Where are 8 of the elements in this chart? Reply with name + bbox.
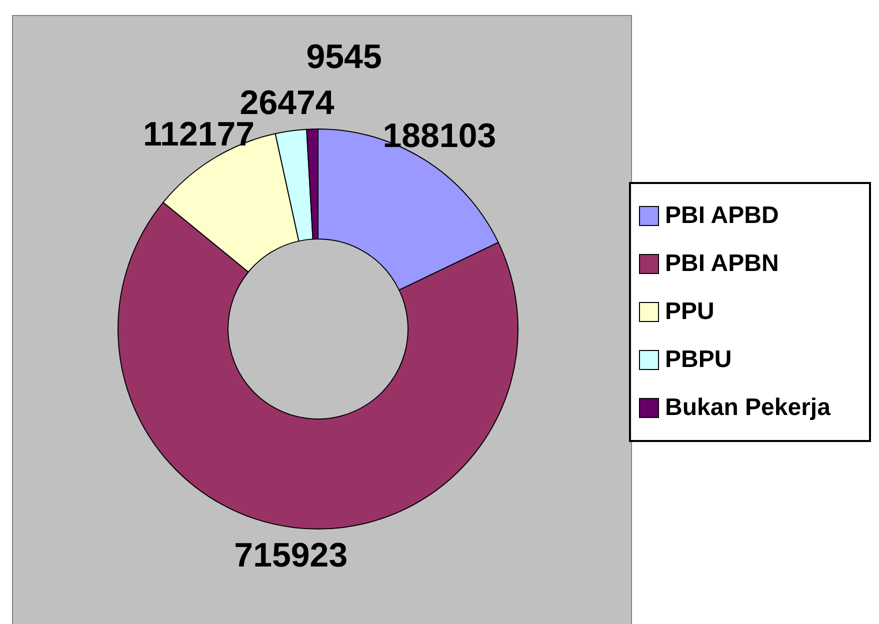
data-label: 188103	[382, 117, 496, 156]
data-label: 9545	[306, 38, 382, 76]
legend-label: PBPU	[664, 345, 733, 375]
legend-label: PPU	[664, 297, 716, 327]
legend-label: PBI APBD	[664, 201, 780, 231]
legend-label: PBI APBN	[664, 249, 780, 279]
data-label: 715923	[234, 536, 348, 574]
legend-label: Bukan Pekerja	[664, 393, 832, 423]
